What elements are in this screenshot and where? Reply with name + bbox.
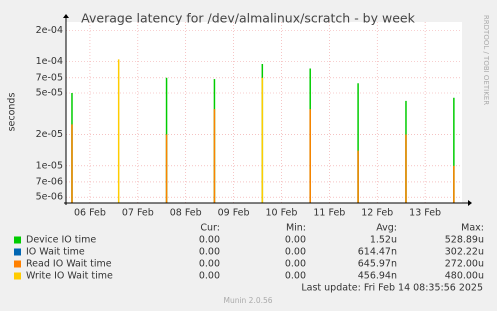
legend-value: 0.00 [199,247,220,258]
legend-value: 645.97n [358,259,397,270]
legend-header: Max: [461,223,484,234]
legend-value: 302.22u [445,247,484,258]
legend-label: Device IO time [26,235,96,246]
legend-header: Avg: [376,223,397,234]
legend-label: IO Wait time [26,247,85,258]
x-tick-label: 13 Feb [409,208,441,219]
y-tick-label: 2e-05 [36,129,63,140]
legend-value: 614.47n [358,247,397,258]
legend-value: 272.00u [445,259,484,270]
y-tick-label: 7e-06 [36,176,63,187]
legend-value: 528.89u [445,235,484,246]
legend-value: 456.94n [358,271,397,282]
y-tick-label: 2e-04 [36,25,63,36]
legend-swatch [14,236,21,244]
side-text: RRDTOOL / TOBI OETIKER [482,15,490,105]
axis-arrow [63,14,69,18]
footer: Munin 2.0.56 [223,296,272,305]
plot-area [66,22,462,203]
y-tick-label: 5e-05 [36,87,63,98]
legend-value: 0.00 [285,235,306,246]
x-tick-label: 12 Feb [361,208,393,219]
y-tick-label: 7e-05 [36,72,63,83]
legend-swatch [14,260,21,268]
x-tick-label: 10 Feb [266,208,298,219]
x-tick-label: 09 Feb [218,208,250,219]
legend-value: 1.52u [370,235,397,246]
legend-value: 480.00u [445,271,484,282]
chart-title: Average latency for /dev/almalinux/scrat… [81,11,415,26]
y-axis-label: seconds [7,93,18,132]
legend-label: Read IO Wait time [26,259,112,270]
legend-value: 0.00 [199,259,220,270]
legend-value: 0.00 [285,247,306,258]
legend-value: 0.00 [199,271,220,282]
legend-header: Cur: [200,223,220,234]
y-tick-label: 1e-04 [36,56,63,67]
legend-swatch [14,272,21,280]
legend-label: Write IO Wait time [26,271,113,282]
x-tick-label: 08 Feb [170,208,202,219]
last-update: Last update: Fri Feb 14 08:35:56 2025 [301,283,483,294]
legend-value: 0.00 [285,259,306,270]
axis-arrow [468,200,472,206]
legend-header: Min: [286,223,306,234]
x-tick-label: 06 Feb [74,208,106,219]
legend-value: 0.00 [285,271,306,282]
x-tick-label: 11 Feb [313,208,345,219]
legend-value: 0.00 [199,235,220,246]
x-tick-label: 07 Feb [122,208,154,219]
y-tick-label: 5e-06 [36,192,63,203]
legend-swatch [14,248,21,256]
y-tick-label: 1e-05 [36,160,63,171]
